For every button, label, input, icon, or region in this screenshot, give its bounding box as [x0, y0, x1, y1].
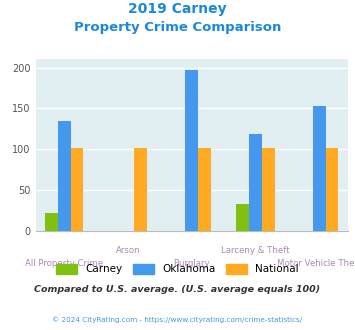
Bar: [45, 213, 58, 231]
Bar: [236, 204, 249, 231]
Bar: [313, 106, 326, 231]
Bar: [185, 70, 198, 231]
Text: Arson: Arson: [116, 246, 140, 255]
Bar: [134, 148, 147, 231]
Legend: Carney, Oklahoma, National: Carney, Oklahoma, National: [56, 264, 299, 275]
Text: Burglary: Burglary: [173, 259, 210, 268]
Bar: [198, 148, 211, 231]
Bar: [71, 148, 83, 231]
Text: Larceny & Theft: Larceny & Theft: [221, 246, 290, 255]
Text: All Property Crime: All Property Crime: [25, 259, 103, 268]
Text: Property Crime Comparison: Property Crime Comparison: [74, 21, 281, 34]
Text: Motor Vehicle Theft: Motor Vehicle Theft: [277, 259, 355, 268]
Text: © 2024 CityRating.com - https://www.cityrating.com/crime-statistics/: © 2024 CityRating.com - https://www.city…: [53, 317, 302, 323]
Bar: [58, 121, 71, 231]
Text: Compared to U.S. average. (U.S. average equals 100): Compared to U.S. average. (U.S. average …: [34, 285, 321, 294]
Bar: [326, 148, 338, 231]
Bar: [262, 148, 274, 231]
Bar: [249, 134, 262, 231]
Text: 2019 Carney: 2019 Carney: [128, 2, 227, 16]
